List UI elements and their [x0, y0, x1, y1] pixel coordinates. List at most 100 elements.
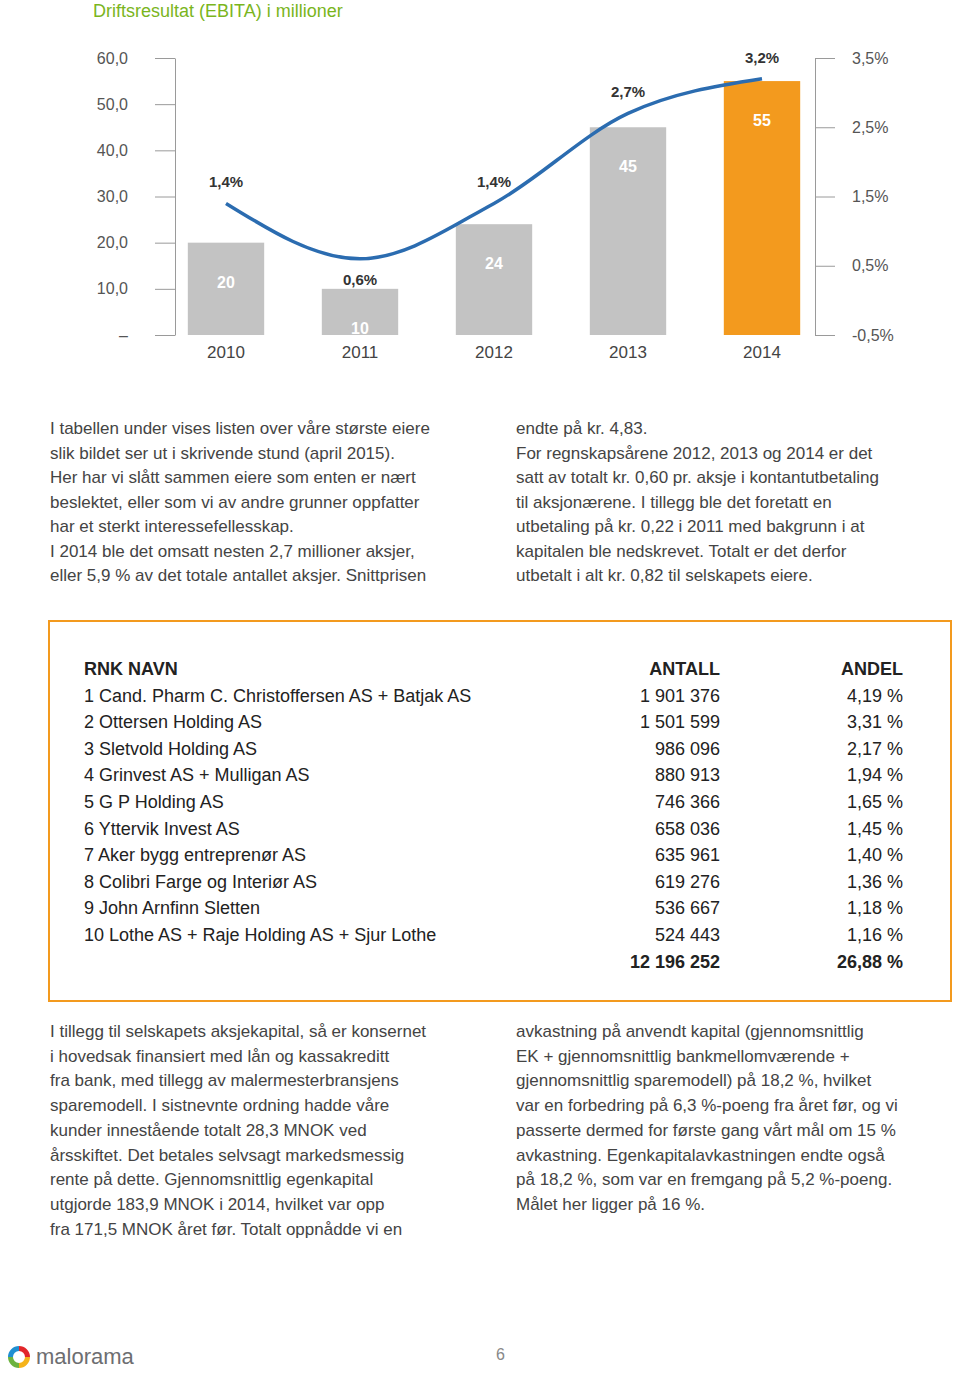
text-line: utgjorde 183,9 MNOK i 2014, hvilket var …: [50, 1195, 385, 1215]
table-cell: 1 Cand. Pharm C. Christoffersen AS + Bat…: [84, 686, 471, 706]
table-cell: 1,40 %: [847, 845, 903, 865]
tick-label: 2013: [609, 343, 647, 362]
tick: -0,5%: [815, 327, 894, 344]
tick-mark: [155, 197, 175, 198]
text-line: Her har vi slått sammen eiere som enten …: [50, 468, 416, 488]
table-total: 12 196 252: [630, 952, 720, 972]
line-label: 2,7%: [611, 83, 645, 100]
table-cell: 1,18 %: [847, 898, 903, 918]
chart-svg: Driftsresultat (EBITA) i millioner – 10,0 2…: [0, 0, 960, 380]
text-line: på 18,2 %, som var en fremgang på 5,2 %-…: [516, 1170, 892, 1190]
table-cell: 4,19 %: [847, 686, 903, 706]
tick-label: -0,5%: [852, 327, 894, 344]
tick-mark: [815, 266, 835, 267]
table-header: ANTALL: [649, 659, 720, 679]
tick: 10,0: [97, 280, 175, 297]
tick: 40,0: [97, 142, 175, 159]
tick-mark: [155, 289, 175, 290]
table-cell: 9 John Arnfinn Sletten: [84, 898, 260, 918]
text-line: kapitalen ble nedskrevet. Totalt er det …: [516, 542, 846, 562]
text-line: fra 171,5 MNOK året før. Totalt oppnådde…: [50, 1220, 402, 1240]
tick: 2011: [342, 335, 379, 362]
table-cell: 3,31 %: [847, 712, 903, 732]
logo-icon: [6, 1344, 32, 1370]
table-cell: 3 Sletvold Holding AS: [84, 739, 257, 759]
tick-mark: [815, 58, 835, 59]
tick: 1,5%: [815, 188, 888, 205]
tick-label: 2014: [743, 343, 781, 362]
table-cell: 1,36 %: [847, 872, 903, 892]
chart-title: Driftsresultat (EBITA) i millioner: [93, 1, 343, 21]
bar-label: 10: [351, 320, 369, 337]
text-line: rente på dette. Gjennomsnittlig egenkapi…: [50, 1170, 373, 1190]
bar: [188, 243, 264, 335]
bar-label: 24: [485, 255, 503, 272]
text-line: I tabellen under vises listen over våre …: [50, 419, 430, 439]
tick: 2,5%: [815, 119, 888, 136]
text-line: var en forbedring på 6,3 %-poeng fra åre…: [516, 1096, 898, 1116]
bar-label: 55: [753, 112, 771, 129]
line-label: 1,4%: [209, 173, 243, 190]
tick-mark: [815, 335, 835, 336]
text-line: Målet her ligger på 16 %.: [516, 1195, 705, 1215]
tick: 2013: [609, 335, 647, 362]
text-line: avkastning på anvendt kapital (gjennomsn…: [516, 1022, 864, 1042]
tick-mark: [155, 150, 175, 151]
text-line: har et sterkt interessefellesskap.: [50, 517, 294, 537]
y-axis: –10,020,030,040,050,060,0: [97, 50, 176, 344]
data-labels: 20102445551,4%0,6%1,4%2,7%3,2%: [209, 49, 779, 337]
text-line: i hovedsak finansiert med lån og kassakr…: [50, 1047, 389, 1067]
logo-text: malorama: [36, 1345, 134, 1369]
tick-mark: [155, 104, 175, 105]
tick: 3,5%: [815, 50, 888, 67]
bar: [590, 127, 666, 335]
tick-label: 2012: [475, 343, 513, 362]
tick: –: [119, 327, 175, 344]
table-header: ANDEL: [841, 659, 903, 679]
tick-label: –: [119, 327, 128, 344]
text-line: passerte dermed for første gang vårt mål…: [516, 1121, 896, 1141]
text-line: avkastning. Egenkapitalavkastningen endt…: [516, 1146, 885, 1166]
text-line: I 2014 ble det omsatt nesten 2,7 million…: [50, 542, 415, 562]
y2-axis: -0,5% 0,5% 1,5% 2,5% 3,5%: [815, 50, 894, 344]
line: [226, 79, 762, 259]
table-cell: 658 036: [655, 819, 720, 839]
text-line: gjennomsnittlig sparemodell) på 18,2 %, …: [516, 1071, 871, 1091]
tick-label: 3,5%: [852, 50, 888, 67]
table-cell: 536 667: [655, 898, 720, 918]
logo-segment: [19, 1346, 30, 1357]
text-line: slik bildet ser ut i skrivende stund (ap…: [50, 444, 395, 464]
table-cell: 1,16 %: [847, 925, 903, 945]
line-label: 3,2%: [745, 49, 779, 66]
axis-line: [160, 335, 830, 336]
tick-label: 2011: [342, 343, 379, 362]
tick: 2010: [207, 335, 245, 362]
tick: 20,0: [97, 234, 175, 251]
table-header: RNK NAVN: [84, 659, 178, 679]
tick: 0,5%: [815, 257, 888, 274]
text-line: utbetaling på kr. 0,22 i 2011 med bakgru…: [516, 517, 864, 537]
bar: [724, 81, 800, 335]
table-cell: 2,17 %: [847, 739, 903, 759]
bar-label: 20: [217, 274, 235, 291]
table-cell: 2 Ottersen Holding AS: [84, 712, 262, 732]
table-cell: 1,94 %: [847, 765, 903, 785]
tick-label: 20,0: [97, 234, 128, 251]
text-line: I tillegg til selskapets aksjekapital, s…: [50, 1022, 426, 1042]
line-label: 1,4%: [477, 173, 511, 190]
table-cell: 5 G P Holding AS: [84, 792, 224, 812]
line-label: 0,6%: [343, 271, 377, 288]
table-cell: 746 366: [655, 792, 720, 812]
table-total: 26,88 %: [837, 952, 903, 972]
text-line: satt av totalt kr. 0,60 pr. aksje i kont…: [516, 468, 879, 488]
logo-segment: [8, 1346, 19, 1357]
table-cell: 10 Lothe AS + Raje Holding AS + Sjur Lot…: [84, 925, 436, 945]
tick-mark: [155, 58, 175, 59]
tick-label: 40,0: [97, 142, 128, 159]
tick: 60,0: [97, 50, 175, 67]
table-cell: 4 Grinvest AS + Mulligan AS: [84, 765, 310, 785]
tick-label: 2010: [207, 343, 245, 362]
tick-label: 2,5%: [852, 119, 888, 136]
logo-segment: [8, 1357, 19, 1368]
table-cell: 619 276: [655, 872, 720, 892]
